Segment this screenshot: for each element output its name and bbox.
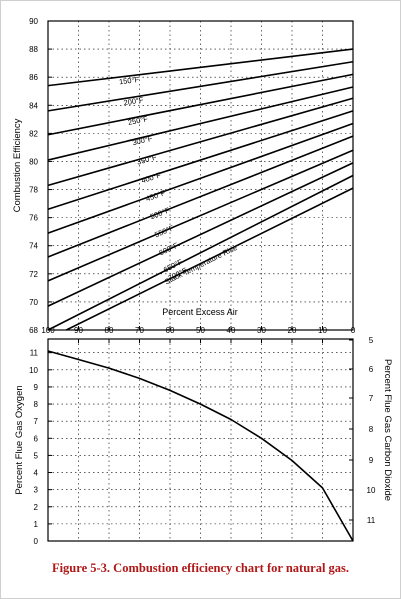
oxygen-tick-label: 4 — [34, 469, 39, 478]
x-axis-title: Percent Excess Air — [162, 307, 238, 317]
xtick-label: 30 — [257, 326, 266, 335]
top-ytick-label: 88 — [29, 45, 38, 54]
series-line-450f — [47, 122, 354, 234]
xtick-label: 100 — [41, 326, 55, 335]
top-ytick-label: 72 — [29, 270, 38, 279]
oxygen-tick-label: 10 — [29, 366, 38, 375]
xtick-label: 40 — [227, 326, 236, 335]
series-line-500f — [47, 135, 354, 258]
y-axis-title-efficiency: Combustion Efficiency — [12, 118, 23, 212]
series-label: 150°F — [119, 75, 140, 86]
co2-tick-label: 11 — [367, 516, 376, 525]
y-axis-title-co2: Percent Flue Gas Carbon Dioxide — [382, 359, 393, 501]
top-ytick-label: 80 — [29, 157, 38, 166]
co2-tick-label: 9 — [369, 456, 374, 465]
y-axis-title-oxygen: Percent Flue Gas Oxygen — [14, 385, 25, 494]
co2-tick-label: 5 — [369, 336, 374, 345]
xtick-label: 90 — [74, 326, 83, 335]
top-ytick-label: 84 — [29, 101, 38, 110]
oxygen-tick-label: 5 — [34, 451, 39, 460]
figure-caption: Figure 5-3. Combustion efficiency chart … — [51, 561, 350, 575]
series-line-250f — [47, 73, 354, 136]
xtick-label: 20 — [288, 326, 297, 335]
bottom-panel: 0 1 2 3 4 5 6 7 8 9 10 11 5 6 7 8 9 10 11 Percent Flue Gas … — [14, 336, 393, 546]
top-ytick-label: 70 — [29, 298, 38, 307]
co2-tick-label: 10 — [367, 486, 376, 495]
series-line-550f — [47, 149, 354, 282]
series-label: 250°F — [127, 114, 149, 127]
top-ytick-label: 86 — [29, 73, 38, 82]
series-line-350f — [47, 97, 354, 187]
co2-tick-label: 7 — [369, 394, 374, 403]
oxygen-tick-label: 7 — [34, 417, 39, 426]
series-line-400f — [47, 110, 354, 210]
series-line-300f — [47, 86, 354, 161]
series-line-600f — [47, 162, 354, 307]
xtick-label: 10 — [318, 326, 327, 335]
xtick-label: 60 — [166, 326, 175, 335]
series-line-200f — [47, 60, 354, 112]
series-line-650f — [47, 174, 354, 331]
top-ytick-label: 74 — [29, 242, 38, 251]
xtick-label: 0 — [351, 326, 356, 335]
top-ytick-label: 90 — [29, 17, 38, 26]
top-ytick-label: 82 — [29, 129, 38, 138]
series-line-150f — [47, 48, 354, 87]
top-ytick-label: 76 — [29, 214, 38, 223]
oxygen-curve — [47, 350, 354, 542]
oxygen-tick-label: 9 — [34, 383, 39, 392]
xtick-label: 80 — [105, 326, 114, 335]
oxygen-tick-label: 1 — [34, 520, 39, 529]
combustion-efficiency-chart: 687072747678808284868890150°F200°F250°F3… — [12, 17, 393, 546]
oxygen-tick-label: 11 — [30, 349, 39, 358]
oxygen-tick-label: 6 — [34, 434, 39, 443]
xtick-label: 50 — [196, 326, 205, 335]
top-ytick-label: 78 — [29, 186, 38, 195]
series-line-700f — [65, 187, 354, 331]
top-panel: 68 70 72 74 76 78 80 82 84 86 88 90 150°F 200°F 250°F 3… — [12, 17, 356, 335]
oxygen-tick-label: 3 — [34, 486, 39, 495]
oxygen-tick-label: 0 — [34, 537, 39, 546]
oxygen-tick-label: 8 — [34, 400, 39, 409]
top-ytick-label: 68 — [29, 326, 38, 335]
co2-tick-label: 8 — [369, 425, 374, 434]
series-label: 200°F — [123, 95, 145, 107]
oxygen-tick-label: 2 — [34, 503, 39, 512]
co2-tick-label: 6 — [369, 365, 374, 374]
xtick-label: 70 — [135, 326, 144, 335]
